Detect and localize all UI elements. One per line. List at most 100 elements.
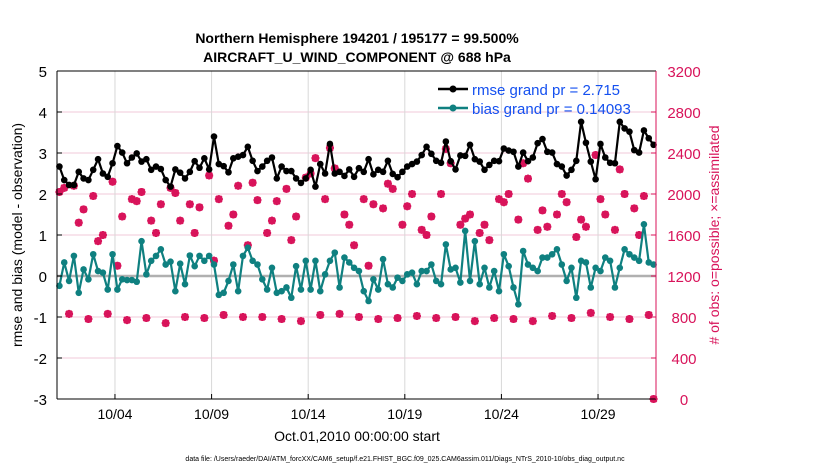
chart-title-line1: Northern Hemisphere 194201 / 195177 = 99… [195, 30, 519, 46]
rmse-point [336, 168, 343, 176]
obs-assimilated-marker [229, 210, 238, 219]
obs-assimilated-marker [557, 190, 566, 198]
obs-assimilated-marker [610, 225, 619, 234]
obs-assimilated-marker [432, 314, 441, 323]
obs-count-marker [161, 319, 170, 328]
bias-point [399, 277, 406, 285]
obs-assimilated-marker [519, 159, 528, 168]
obs-assimilated-marker [408, 190, 417, 198]
rmse-point [365, 155, 372, 163]
bias-point [220, 289, 227, 297]
rmse-point [133, 150, 141, 157]
bias-point [312, 257, 319, 265]
obs-assimilated-marker [374, 315, 383, 324]
obs-count-marker [152, 228, 161, 237]
y-tick-label: -2 [34, 351, 47, 368]
obs-count-marker [490, 314, 499, 323]
obs-assimilated-marker [533, 225, 542, 234]
obs-count-marker [417, 225, 426, 234]
obs-count-marker [596, 195, 605, 204]
obs-count-marker [258, 313, 267, 321]
obs-count-marker [103, 309, 112, 318]
obs-assimilated-marker [224, 221, 233, 230]
obs-assimilated-marker [74, 218, 83, 227]
obs-count-marker [625, 315, 634, 324]
bias-point [143, 271, 150, 278]
obs-count-marker [118, 212, 127, 221]
obs-assimilated-marker [350, 241, 359, 250]
bias-point [432, 277, 440, 285]
obs-count-marker [147, 216, 156, 225]
bias-point [500, 250, 508, 258]
obs-assimilated-marker [127, 195, 136, 204]
obs-assimilated-marker [538, 206, 547, 215]
obs-assimilated-marker [475, 228, 484, 237]
obs-assimilated-marker [620, 190, 629, 198]
bias-point [244, 244, 252, 252]
rmse-point [210, 133, 218, 140]
obs-assimilated-marker [412, 311, 421, 320]
bias-point [283, 284, 290, 291]
bias-point [558, 261, 566, 268]
rmse-point [389, 170, 397, 178]
obs-count-marker [287, 236, 296, 245]
rmse-point [268, 154, 276, 161]
bias-point [379, 255, 387, 263]
obs-assimilated-marker [248, 178, 257, 187]
obs-count-marker [234, 181, 243, 190]
rmse-point [437, 159, 445, 167]
obs-count-marker [94, 237, 103, 246]
rmse-point [326, 140, 334, 148]
obs-count-marker [388, 184, 397, 193]
obs-assimilated-marker [316, 310, 325, 319]
obs-count-marker [132, 197, 141, 206]
obs-count-marker [354, 313, 363, 321]
bias-point [481, 264, 488, 272]
rmse-point [611, 159, 619, 167]
obs-count-marker [195, 203, 204, 212]
bias-point [587, 284, 595, 291]
rmse-point [360, 168, 368, 176]
rmse-point [413, 158, 421, 165]
rmse-point [466, 141, 474, 149]
rmse-point [220, 162, 227, 170]
bias-point [133, 278, 141, 286]
obs-count-marker [263, 228, 272, 237]
bias-point [365, 297, 372, 305]
rmse-point [384, 157, 392, 165]
rmse-point [350, 173, 358, 181]
obs-assimilated-marker [234, 181, 243, 190]
obs-count-marker [200, 314, 209, 323]
bias-point [350, 264, 358, 272]
data-file-footer: data file: /Users/raeder/DAI/ATM_forcXX/… [185, 456, 625, 463]
obs-count-marker [185, 200, 194, 209]
obs-assimilated-marker [113, 261, 122, 270]
obs-assimilated-marker [258, 313, 267, 321]
y-tick-label: 2 [39, 187, 47, 204]
obs-assimilated-marker [572, 233, 581, 242]
obs-count-marker [142, 314, 151, 323]
obs-assimilated-marker [403, 202, 412, 211]
rmse-point [292, 175, 300, 182]
rmse-point [157, 165, 165, 173]
obs-assimilated-marker [606, 313, 615, 321]
bias-point [278, 287, 285, 295]
rmse-point [172, 166, 179, 173]
rmse-point [510, 148, 517, 156]
rmse-point [645, 134, 653, 142]
obs-count-marker [229, 210, 238, 219]
rmse-point [548, 149, 556, 156]
obs-count-marker [296, 317, 305, 326]
obs-assimilated-marker [287, 236, 296, 245]
bias-point [292, 262, 300, 270]
bias-point [85, 275, 92, 283]
rmse-point [302, 175, 310, 182]
rmse-point [176, 169, 184, 176]
rmse-point [476, 158, 483, 165]
bias-point [572, 294, 580, 302]
obs-count-marker [123, 316, 132, 325]
rmse-point [205, 166, 213, 173]
obs-assimilated-marker [190, 228, 199, 237]
y-tick-label: 5 [39, 64, 47, 81]
